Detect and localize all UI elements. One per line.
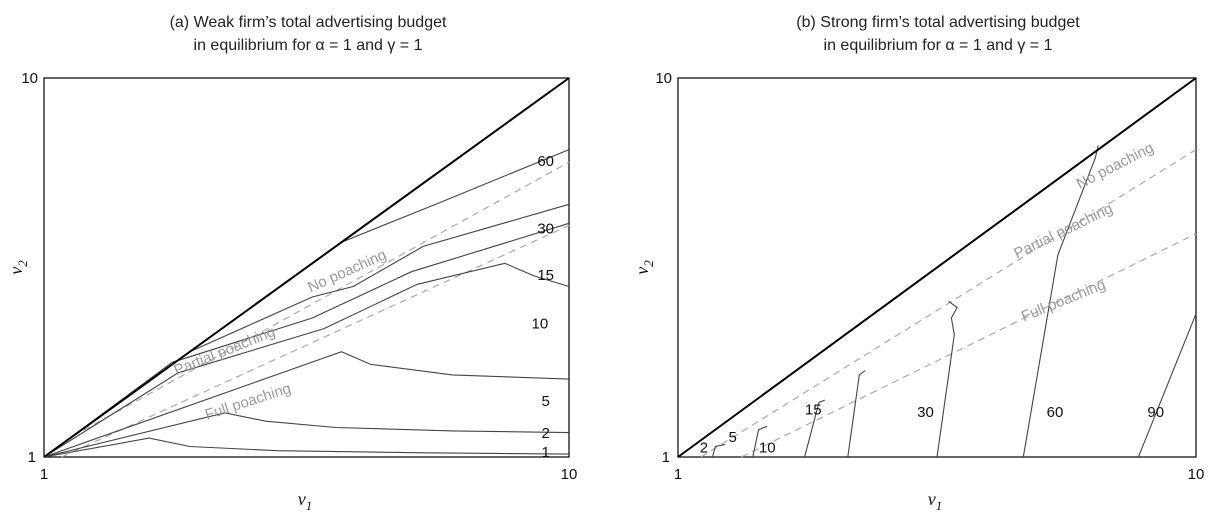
x-tick-label: 1 [40,466,48,483]
chart-title-line: in equilibrium for α = 1 and γ = 1 [824,37,1053,54]
y-tick-label: 1 [28,449,36,466]
contour-label-2: 2 [700,440,708,457]
y-axis-label-subscript: 2 [641,260,656,267]
contour-label-10: 10 [759,440,776,457]
contour-line-90 [1137,313,1197,458]
y-axis-label-subscript: 2 [15,260,30,267]
regime-boundary [741,233,1197,458]
region-label: Partial poaching [172,323,278,379]
contour-line-10 [43,262,570,458]
contour-label-60: 60 [537,153,554,170]
region-label: Partial poaching [1011,200,1115,262]
contour-line-10 [804,399,825,458]
contour-label-2: 2 [541,425,549,442]
y-axis-label: v2 [632,260,656,275]
y-tick-label: 10 [655,70,672,87]
x-tick-label: 10 [561,466,578,483]
contour-label-10: 10 [531,315,548,332]
regime-boundary [700,149,1197,458]
y-tick-label: 1 [662,449,670,466]
regime-boundary [61,224,570,458]
panel-b: (b) Strong firm’s total advertising budg… [632,14,1204,513]
region-label: Full poaching [1019,276,1108,325]
contour-label-30: 30 [917,404,934,421]
contour-label-30: 30 [537,221,554,238]
chart-title-line: in equilibrium for α = 1 and γ = 1 [194,37,423,54]
contour-label-1: 1 [541,444,549,461]
x-axis-label: v1 [298,489,313,513]
contour-line-30 [43,203,570,458]
diagonal-line [43,77,570,458]
plot-frame [43,77,570,458]
y-tick-label: 10 [21,70,38,87]
x-axis-label: v1 [928,489,943,513]
contour-label-5: 5 [541,393,549,410]
contour-line-5 [43,351,570,458]
chart-title-line: (a) Weak firm’s total advertising budget [170,14,447,31]
contour-line-15 [43,222,570,458]
contour-label-60: 60 [1047,404,1064,421]
contour-line-5 [752,425,768,458]
region-label: No poaching [1074,139,1157,192]
contour-line-15 [847,370,866,458]
chart-title-line: (b) Strong firm’s total advertising budg… [796,14,1080,31]
contour-label-90: 90 [1147,404,1164,421]
contour-line-2 [43,412,570,458]
contour-label-15: 15 [805,402,822,419]
contour-line-2 [711,443,726,458]
panel-a: (a) Weak firm’s total advertising budget… [6,14,577,513]
diagonal-line [677,77,1197,458]
contour-label-5: 5 [729,429,737,446]
y-axis-label: v2 [6,260,30,275]
x-axis-label-subscript: 1 [306,498,313,513]
contour-line-60 [43,149,570,458]
contour-line-30 [936,300,958,458]
x-axis-label-subscript: 1 [936,498,943,513]
regime-boundary [72,161,570,437]
x-tick-label: 10 [1188,466,1205,483]
contour-line-1 [43,437,570,458]
contour-label-15: 15 [537,267,554,284]
x-tick-label: 1 [674,466,682,483]
